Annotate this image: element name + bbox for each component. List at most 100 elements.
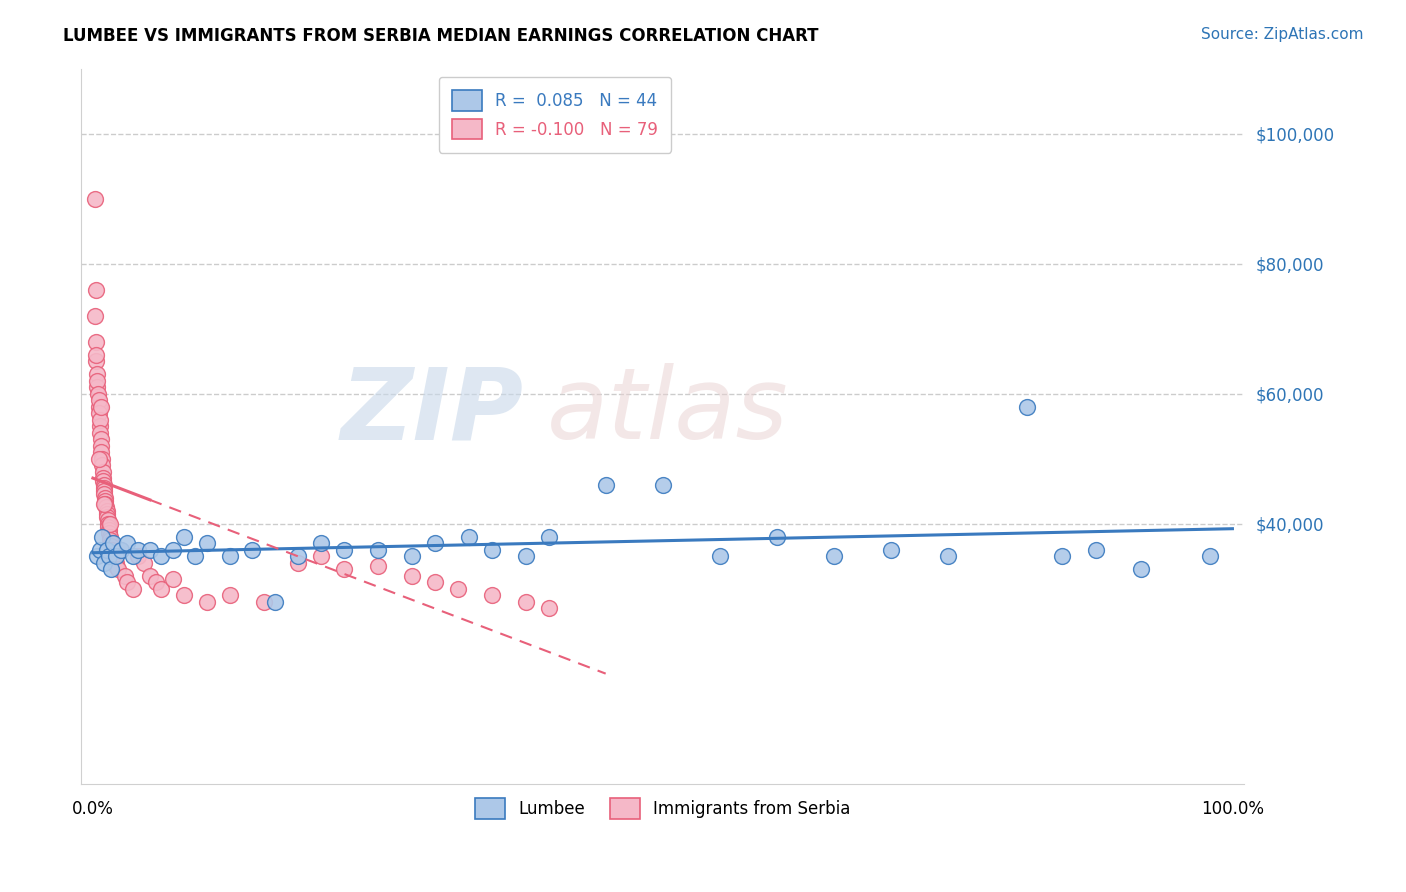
Point (595, 477, 617, 491)
Point (134, 556, 156, 570)
Point (104, 549, 127, 564)
Point (121, 549, 143, 564)
Point (98, 516, 121, 531)
Point (87, 400, 110, 414)
Point (401, 568, 423, 582)
Point (332, 542, 354, 557)
Point (104, 556, 127, 570)
Point (145, 575, 167, 590)
Point (115, 536, 138, 550)
Point (264, 595, 287, 609)
Point (93, 497, 115, 511)
Point (84, 334, 107, 349)
Point (89, 425, 111, 440)
Point (127, 549, 149, 564)
Point (150, 582, 173, 596)
Point (96, 503, 118, 517)
Point (537, 601, 560, 615)
Point (96, 507, 118, 521)
Point (94, 497, 117, 511)
Text: Source: ZipAtlas.com: Source: ZipAtlas.com (1201, 27, 1364, 42)
Point (97, 516, 120, 531)
Point (97, 520, 120, 534)
Point (515, 549, 537, 564)
Point (114, 568, 136, 582)
Point (104, 558, 127, 573)
Point (195, 595, 218, 609)
Point (91, 451, 114, 466)
Point (91, 458, 114, 472)
Point (218, 549, 240, 564)
Text: LUMBEE VS IMMIGRANTS FROM SERBIA MEDIAN EARNINGS CORRELATION CHART: LUMBEE VS IMMIGRANTS FROM SERBIA MEDIAN … (63, 27, 818, 45)
Point (481, 542, 503, 557)
Point (97, 523, 120, 537)
Point (139, 542, 162, 557)
Point (94, 491, 117, 505)
Point (93, 484, 115, 499)
Point (162, 542, 184, 557)
Point (121, 582, 143, 596)
Point (1084, 542, 1107, 557)
Point (84, 283, 107, 297)
Point (287, 549, 309, 564)
Point (110, 542, 132, 557)
Point (309, 549, 332, 564)
Point (89, 412, 111, 426)
Point (537, 530, 560, 544)
Point (98, 533, 121, 547)
Point (98, 530, 121, 544)
Point (332, 562, 354, 576)
Point (103, 549, 125, 564)
Point (86, 367, 108, 381)
Point (242, 542, 264, 557)
Point (93, 477, 115, 491)
Point (90, 432, 112, 446)
Point (89, 419, 111, 434)
Point (96, 542, 118, 557)
Point (84, 348, 107, 362)
Point (91, 465, 114, 479)
Point (100, 540, 122, 554)
Point (150, 549, 173, 564)
Point (91, 475, 114, 489)
Point (195, 536, 218, 550)
Text: ZIP: ZIP (340, 363, 523, 460)
Point (651, 477, 673, 491)
Point (253, 595, 276, 609)
Point (367, 542, 389, 557)
Point (115, 575, 138, 590)
Legend: Lumbee, Immigrants from Serbia: Lumbee, Immigrants from Serbia (468, 792, 858, 825)
Point (287, 556, 309, 570)
Point (84, 354, 107, 368)
Point (89, 406, 111, 420)
Point (90, 439, 112, 453)
Point (93, 481, 115, 495)
Point (93, 487, 115, 501)
Point (100, 536, 122, 550)
Point (101, 546, 124, 560)
Point (97, 513, 120, 527)
Point (100, 542, 122, 557)
Point (110, 542, 132, 557)
Point (86, 380, 108, 394)
Point (87, 393, 110, 408)
Point (94, 500, 117, 515)
Point (84, 309, 107, 323)
Point (823, 549, 845, 564)
Point (90, 400, 112, 414)
Point (367, 558, 389, 573)
Point (423, 575, 446, 590)
Point (309, 536, 332, 550)
Point (107, 562, 129, 576)
Point (1050, 549, 1073, 564)
Point (401, 549, 423, 564)
Point (1130, 562, 1153, 576)
Point (184, 549, 207, 564)
Point (83, 192, 105, 206)
Point (423, 536, 446, 550)
Point (97, 549, 120, 564)
Point (94, 494, 117, 508)
Point (87, 451, 110, 466)
Point (162, 572, 184, 586)
Point (96, 510, 118, 524)
